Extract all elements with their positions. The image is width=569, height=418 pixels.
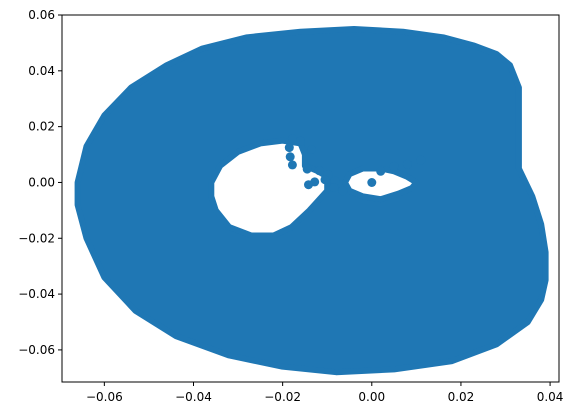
y-axis: −0.06 −0.04 −0.02 0.00 0.02 0.04 0.06 [18,8,62,357]
x-tick-label: 0.00 [358,390,385,404]
scatter-point-1 [284,143,294,153]
y-tick-label: −0.04 [18,287,55,301]
y-tick-label: −0.02 [18,231,55,245]
scatter-point-2 [285,152,295,162]
y-tick-label: 0.06 [28,8,55,22]
scatter-point-cloud [74,26,549,376]
y-tick-label: 0.00 [28,175,55,189]
scatter-point-4 [302,164,312,174]
scatter-point-17 [402,159,412,169]
x-tick-label: −0.06 [86,390,123,404]
scatter-point-12 [338,186,348,196]
x-axis: −0.06 −0.04 −0.02 0.00 0.02 0.04 [86,382,563,404]
data-layer [74,26,549,376]
x-tick-label: 0.02 [448,390,475,404]
scatter-point-0 [287,133,297,143]
scatter-point-13 [296,136,305,146]
x-tick-label: −0.04 [175,390,212,404]
scatter-point-3 [287,160,297,170]
x-tick-label: −0.02 [264,390,301,404]
plot-frame [61,14,560,383]
scatter-point-16 [389,161,399,171]
y-tick-label: 0.04 [28,64,55,78]
scatter-point-14 [307,145,317,154]
y-tick-label: 0.02 [28,120,55,134]
scatter-point-15 [367,178,377,187]
x-tick-label: 0.04 [537,390,564,404]
y-tick-label: −0.06 [18,343,55,357]
scatter-point-11 [329,183,339,192]
scatter-point-18 [416,155,426,165]
scatter-point-7 [320,175,330,185]
scatter-point-5 [314,166,324,176]
scatter-point-10 [304,180,313,190]
scatter-point-19 [376,166,386,176]
